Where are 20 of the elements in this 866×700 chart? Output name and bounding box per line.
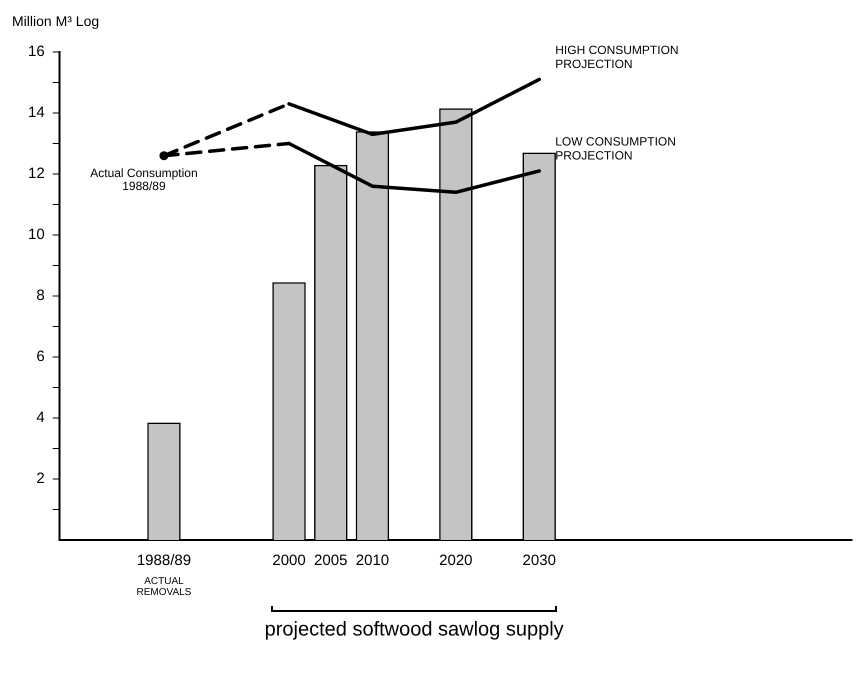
x-tick-label: 2020 xyxy=(439,552,473,570)
text: projected softwood sawlog supply xyxy=(264,618,564,641)
x-tick-label: 2030 xyxy=(522,552,556,570)
y-tick-label: 6 xyxy=(36,348,45,366)
series-label: LOW CONSUMPTION PROJECTION xyxy=(555,134,676,162)
y-tick-label: 14 xyxy=(28,104,45,122)
y-tick-label: 10 xyxy=(28,226,45,244)
x-tick-label: 1988/89 xyxy=(136,552,192,570)
series-label: HIGH CONSUMPTION PROJECTION xyxy=(555,42,679,71)
y-tick-label: 12 xyxy=(28,165,45,182)
y-tick-label: 8 xyxy=(36,287,45,304)
x-tick-label: 2005 xyxy=(314,552,348,570)
y-tick-label: 4 xyxy=(36,409,45,426)
y-axis-title: Million M³ Log xyxy=(12,13,100,29)
y-tick-label: 16 xyxy=(28,43,45,60)
x-tick-label: 2000 xyxy=(272,552,306,570)
x-tick-label: 2010 xyxy=(356,552,390,570)
y-tick-label: 2 xyxy=(36,470,45,488)
annotation: Actual Consumption 1988/89 xyxy=(90,166,198,194)
text: ACTUAL REMOVALS xyxy=(136,576,192,598)
